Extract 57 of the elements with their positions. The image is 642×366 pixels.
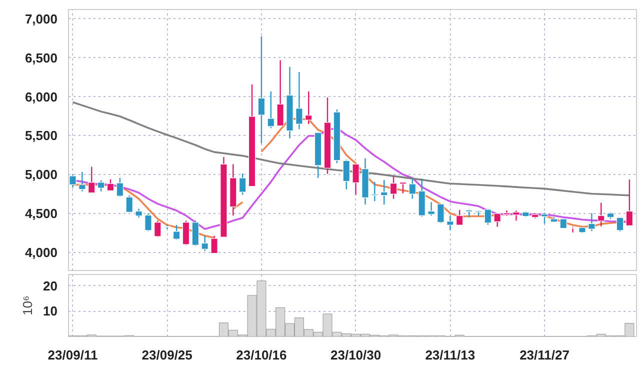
x-tick-label: 23/10/30	[330, 348, 382, 362]
candlestick	[88, 166, 96, 194]
y-tick-label: 7,000	[24, 11, 58, 26]
candlestick	[238, 172, 246, 196]
y-tick-label: 5,500	[24, 128, 58, 144]
candlestick	[192, 220, 200, 246]
y-tick-label: 5,000	[24, 167, 58, 182]
candlestick	[371, 181, 378, 202]
candlestick	[342, 159, 350, 190]
candlestick	[437, 204, 444, 224]
y-tick-label: 6,500	[24, 50, 58, 66]
candlestick	[428, 201, 435, 216]
candlestick	[408, 178, 416, 200]
candlestick	[560, 218, 567, 229]
candlestick	[390, 175, 398, 200]
x-tick-label: 23/11/13	[425, 348, 476, 362]
candlestick	[78, 171, 86, 192]
x-tick-label: 23/10/16	[236, 348, 287, 362]
y-tick-label: 10	[43, 304, 58, 319]
x-tick-label: 23/09/11	[48, 348, 98, 362]
candlestick	[69, 174, 76, 188]
candlestick	[182, 220, 190, 246]
candlestick	[97, 180, 105, 192]
candlestick	[276, 60, 284, 126]
line-series	[72, 101, 630, 196]
candlestick	[484, 208, 492, 226]
candlestick	[210, 235, 218, 254]
y-tick-label: 20	[43, 278, 58, 294]
candlestick	[144, 212, 152, 232]
candlestick	[494, 212, 501, 228]
candlestick	[598, 202, 605, 227]
candlestick	[626, 178, 634, 226]
candlestick	[352, 164, 360, 196]
candlestick	[296, 71, 303, 130]
candlestick	[512, 210, 520, 222]
y-tick-label: 4,500	[24, 206, 58, 222]
candlestick	[172, 224, 180, 240]
candlestick	[616, 217, 624, 232]
candlestick	[201, 235, 208, 252]
candlestick	[540, 212, 548, 224]
candlestick	[258, 36, 266, 144]
candlestick	[116, 177, 124, 198]
candlestick	[446, 214, 454, 231]
y-tick-label: 6,000	[24, 89, 58, 104]
candlestick	[456, 209, 464, 226]
candlestick	[126, 194, 133, 213]
y-tick-label: 4,000	[24, 245, 58, 260]
x-tick-label: 23/11/27	[520, 348, 570, 362]
x-tick-label: 23/09/25	[142, 348, 192, 362]
candlestick	[588, 212, 596, 232]
y-axis-title: 10⁶	[20, 296, 36, 316]
candlestick	[305, 90, 312, 125]
candlestick	[154, 220, 162, 238]
candlestick	[106, 178, 114, 192]
candlestick	[399, 182, 407, 194]
candlestick	[380, 179, 388, 206]
candlestick	[267, 90, 274, 129]
